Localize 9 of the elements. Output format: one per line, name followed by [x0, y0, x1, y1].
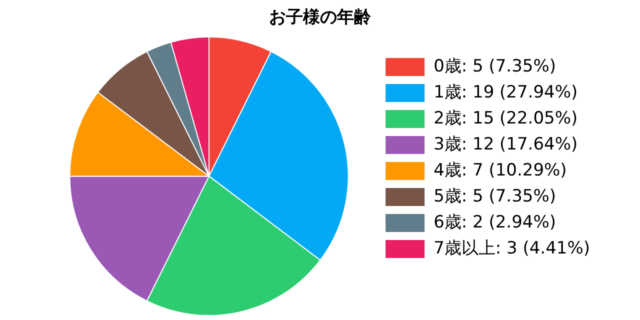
legend-label: 4歳: 7 (10.29%) [434, 160, 567, 180]
legend-label: 0歳: 5 (7.35%) [434, 56, 556, 76]
legend-label: 2歳: 15 (22.05%) [434, 108, 578, 128]
legend-label: 5歳: 5 (7.35%) [434, 186, 556, 206]
legend-label: 3歳: 12 (17.64%) [434, 134, 578, 154]
legend-label: 1歳: 19 (27.94%) [434, 82, 578, 102]
legend-label: 6歳: 2 (2.94%) [434, 212, 556, 232]
chart-title: お子様の年齢 [269, 8, 372, 28]
legend-label: 7歳以上: 3 (4.41%) [434, 238, 590, 258]
